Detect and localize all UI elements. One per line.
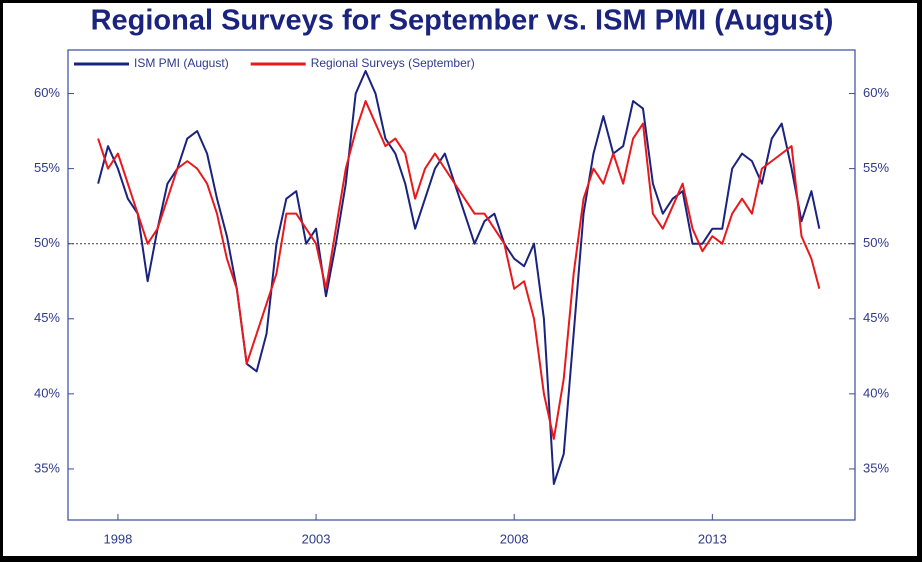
series-line <box>97 70 821 485</box>
x-tick-label: 2003 <box>302 531 331 546</box>
legend-label: ISM PMI (August) <box>134 56 229 70</box>
y-tick-label: 40% <box>34 385 60 400</box>
y-tick-label: 35% <box>34 460 60 475</box>
y2-tick-label: 60% <box>863 85 889 100</box>
y2-tick-label: 40% <box>863 385 889 400</box>
x-tick-label: 2013 <box>698 531 727 546</box>
y2-tick-label: 55% <box>863 160 889 175</box>
plot-frame <box>67 49 856 521</box>
series-line <box>97 100 821 440</box>
y2-tick-label: 45% <box>863 310 889 325</box>
chart-background <box>3 3 917 556</box>
y-tick-label: 55% <box>34 160 60 175</box>
y2-tick-label: 50% <box>863 235 889 250</box>
legend-label: Regional Surveys (September) <box>311 56 475 70</box>
y2-tick-label: 35% <box>863 460 889 475</box>
y-tick-label: 60% <box>34 85 60 100</box>
y-tick-label: 45% <box>34 310 60 325</box>
y-tick-label: 50% <box>34 235 60 250</box>
chart-title: Regional Surveys for September vs. ISM P… <box>91 5 834 37</box>
x-tick-label: 2008 <box>500 531 529 546</box>
x-tick-label: 1998 <box>103 531 132 546</box>
